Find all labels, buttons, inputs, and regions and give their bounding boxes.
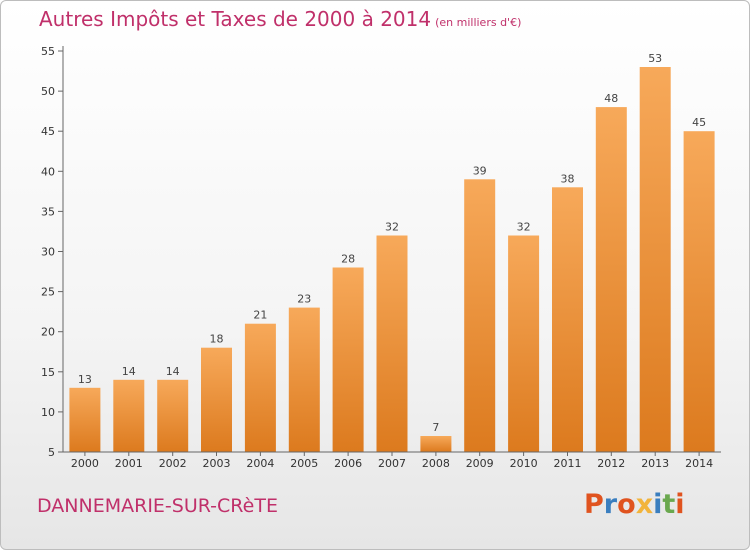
chart-subtitle: (en milliers d'€) bbox=[435, 16, 522, 29]
x-tick-label-2009: 2009 bbox=[466, 457, 494, 470]
data-label-2014: 45 bbox=[692, 116, 706, 129]
x-tick-label-2002: 2002 bbox=[159, 457, 187, 470]
brand-letter: i bbox=[653, 489, 663, 520]
x-tick-label-2012: 2012 bbox=[597, 457, 625, 470]
brand-letter: o bbox=[617, 489, 636, 520]
data-label-2010: 32 bbox=[517, 221, 531, 234]
bar-2010 bbox=[508, 235, 540, 452]
bar-2000 bbox=[69, 387, 101, 452]
y-tick-label-55: 55 bbox=[41, 45, 55, 58]
x-tick-label-2013: 2013 bbox=[641, 457, 669, 470]
y-tick-label-40: 40 bbox=[41, 165, 55, 178]
y-tick-label-5: 5 bbox=[48, 446, 55, 459]
brand-letter: r bbox=[603, 489, 618, 520]
commune-name: DANNEMARIE-SUR-CRèTE bbox=[37, 495, 278, 517]
y-tick-label-10: 10 bbox=[41, 406, 55, 419]
bar-2013 bbox=[639, 67, 671, 452]
chart-title-text: Autres Impôts et Taxes de 2000 à 2014 bbox=[39, 7, 432, 31]
bar-2005 bbox=[288, 307, 320, 452]
x-tick-label-2003: 2003 bbox=[203, 457, 231, 470]
x-tick-label-2001: 2001 bbox=[115, 457, 143, 470]
bar-2002 bbox=[157, 379, 189, 452]
y-tick-label-35: 35 bbox=[41, 205, 55, 218]
y-tick-label-25: 25 bbox=[41, 286, 55, 299]
bar-2008 bbox=[420, 436, 452, 452]
x-tick-label-2010: 2010 bbox=[510, 457, 538, 470]
x-tick-label-2006: 2006 bbox=[334, 457, 362, 470]
bar-2011 bbox=[552, 187, 583, 453]
brand-letter: x bbox=[635, 489, 654, 520]
data-label-2002: 14 bbox=[166, 365, 180, 378]
y-tick-label-30: 30 bbox=[41, 246, 55, 259]
data-label-2004: 21 bbox=[253, 309, 267, 322]
chart-title: Autres Impôts et Taxes de 2000 à 2014 (en… bbox=[39, 7, 521, 31]
x-tick-label-2014: 2014 bbox=[685, 457, 713, 470]
data-label-2006: 28 bbox=[341, 253, 355, 266]
y-tick-label-50: 50 bbox=[41, 85, 55, 98]
x-tick-label-2007: 2007 bbox=[378, 457, 406, 470]
data-label-2012: 48 bbox=[604, 92, 618, 105]
bar-2014 bbox=[683, 131, 715, 452]
bars-group: 13 14 14 18 21 23 28 32 7 39 32 38 48 53 45 bbox=[69, 52, 715, 453]
x-tick-label-2005: 2005 bbox=[290, 457, 318, 470]
data-label-2001: 14 bbox=[122, 365, 136, 378]
bar-2001 bbox=[113, 379, 145, 452]
bar-2009 bbox=[464, 179, 496, 453]
x-tick-label-2011: 2011 bbox=[554, 457, 582, 470]
data-label-2005: 23 bbox=[297, 293, 311, 306]
brand-letter: i bbox=[675, 489, 685, 520]
data-label-2003: 18 bbox=[210, 333, 224, 346]
bar-2006 bbox=[332, 267, 364, 452]
x-tick-label-2008: 2008 bbox=[422, 457, 450, 470]
brand-letter: t bbox=[662, 489, 676, 520]
data-label-2011: 38 bbox=[561, 172, 575, 185]
data-label-2009: 39 bbox=[473, 164, 487, 177]
data-label-2000: 13 bbox=[78, 373, 92, 386]
data-label-2008: 7 bbox=[432, 421, 439, 434]
bar-2003 bbox=[201, 347, 232, 452]
y-tick-label-20: 20 bbox=[41, 326, 55, 339]
data-label-2013: 53 bbox=[648, 52, 662, 65]
brand-letter: P bbox=[584, 489, 604, 520]
axes-group: 2000 2001 2002 2003 2004 2005 2006 2007 2008 2009… bbox=[41, 45, 721, 470]
bar-2004 bbox=[244, 323, 276, 452]
x-tick-label-2000: 2000 bbox=[71, 457, 99, 470]
bar-2012 bbox=[595, 107, 627, 452]
brand-logo: Proxiti bbox=[584, 489, 685, 520]
bar-2007 bbox=[376, 235, 408, 452]
x-tick-label-2004: 2004 bbox=[246, 457, 274, 470]
data-label-2007: 32 bbox=[385, 221, 399, 234]
y-tick-label-45: 45 bbox=[41, 125, 55, 138]
y-tick-label-15: 15 bbox=[41, 366, 55, 379]
